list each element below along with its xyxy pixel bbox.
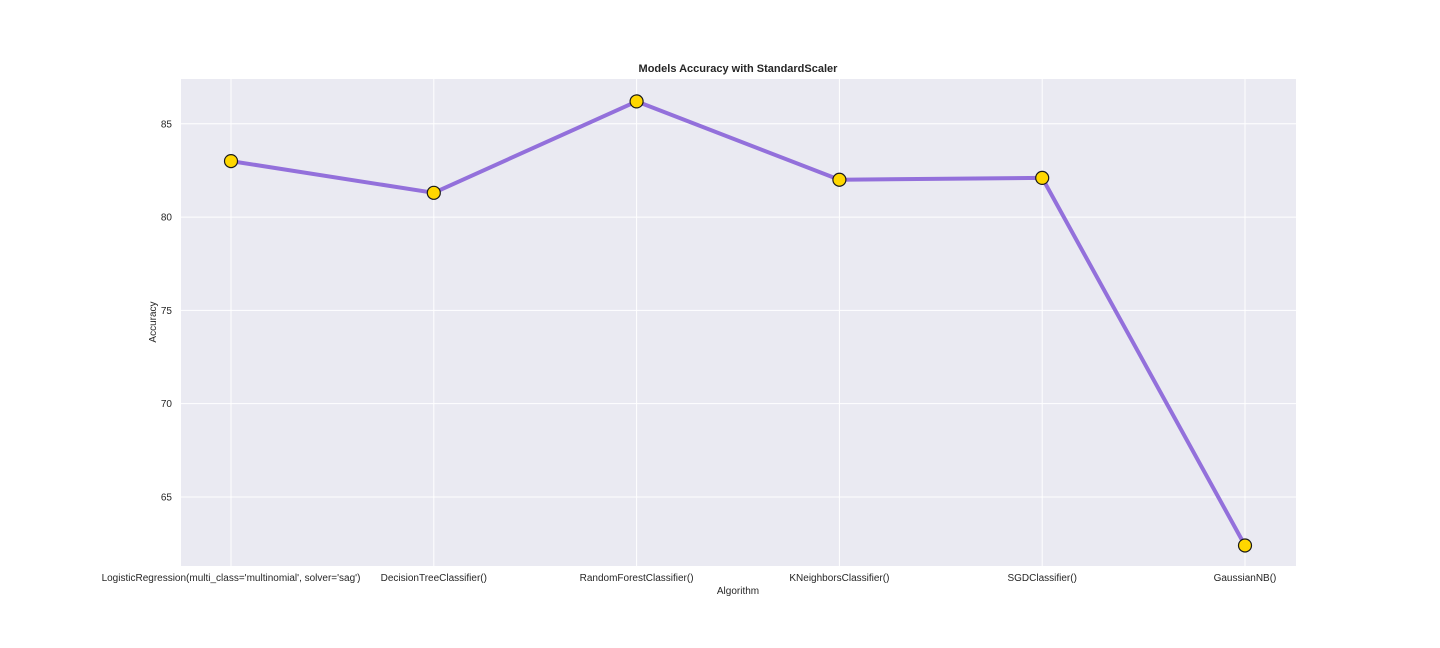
data-point	[426, 185, 441, 200]
x-tick-label: SGDClassifier()	[1007, 573, 1076, 584]
series-line	[229, 99, 1247, 548]
x-tick-label: GaussianNB()	[1214, 573, 1277, 584]
y-tick-label: 65	[161, 492, 173, 503]
data-point	[223, 153, 239, 169]
data-point	[1237, 538, 1253, 553]
chart-title: Models Accuracy with StandardScaler	[639, 63, 839, 75]
x-tick-label: KNeighborsClassifier()	[789, 573, 889, 584]
y-tick-label: 75	[161, 306, 173, 317]
y-tick-label: 85	[161, 119, 173, 130]
x-tick-label: LogisticRegression(multi_class='multinom…	[102, 573, 361, 584]
y-tick-label: 70	[161, 399, 173, 410]
plot-area	[181, 79, 1296, 566]
data-point	[629, 94, 644, 109]
x-axis-label: Algorithm	[717, 586, 759, 597]
y-axis-label: Accuracy	[148, 301, 159, 342]
data-point	[832, 172, 847, 187]
tick-labels: 65 70 75 80 85 LogisticRegression(multi_class…	[102, 119, 1277, 584]
x-tick-label: DecisionTreeClassifier()	[381, 573, 487, 584]
data-point	[1035, 170, 1050, 185]
series	[223, 94, 1253, 553]
x-tick-label: RandomForestClassifier()	[580, 573, 694, 584]
y-tick-label: 80	[161, 213, 173, 224]
